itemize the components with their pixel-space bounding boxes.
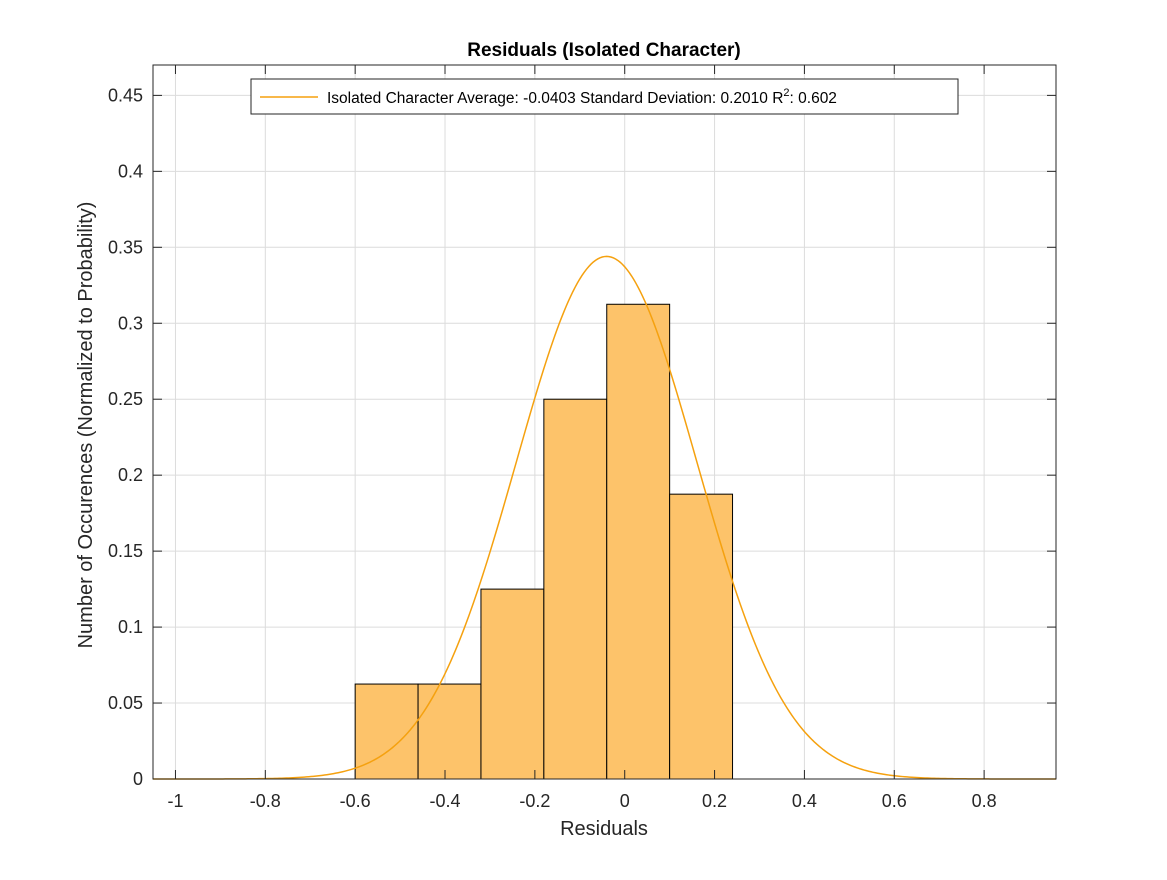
- x-axis-title: Residuals: [560, 818, 648, 840]
- y-tick-label: 0.35: [108, 237, 143, 257]
- legend-text-main: Isolated Character Average: -0.0403 Stan…: [327, 90, 783, 107]
- x-tick-label: -0.6: [340, 791, 371, 811]
- y-tick-label: 0: [133, 769, 143, 789]
- fit-curve: [153, 255, 1056, 780]
- chart-title: Residuals (Isolated Character): [467, 40, 740, 61]
- x-tick-label: -0.2: [519, 791, 550, 811]
- histogram-bar: [417, 683, 482, 780]
- axis-ticks: [153, 65, 1056, 780]
- y-tick-labels: 0 0.05 0.1 0.15 0.2 0.25 0.3 0.35 0.4 0.45: [108, 85, 143, 789]
- x-tick-label: 0.4: [792, 791, 817, 811]
- x-tick-label: 0.2: [702, 791, 727, 811]
- x-tick-label: 0.6: [882, 791, 907, 811]
- y-tick-label: 0.25: [108, 389, 143, 409]
- legend-text-superscript: 2: [783, 87, 789, 99]
- histogram-bar: [669, 493, 734, 780]
- x-tick-label: -0.4: [429, 791, 460, 811]
- histogram-bar: [543, 398, 608, 780]
- histogram-bar: [354, 683, 419, 780]
- y-tick-label: 0.45: [108, 85, 143, 105]
- histogram-bars: [354, 303, 734, 780]
- legend-text-suffix: : 0.602: [790, 90, 837, 107]
- x-tick-label: -1: [167, 791, 183, 811]
- y-tick-label: 0.4: [118, 161, 143, 181]
- y-tick-label: 0.05: [108, 693, 143, 713]
- histogram-bar: [606, 303, 671, 780]
- legend-box: [250, 78, 959, 115]
- legend: Isolated Character Average: -0.0403 Stan…: [250, 78, 959, 115]
- y-tick-label: 0.1: [118, 617, 143, 637]
- y-tick-label: 0.2: [118, 465, 143, 485]
- histogram-bar: [480, 588, 545, 780]
- fit-curve-group: [153, 255, 1056, 780]
- x-tick-label: 0: [620, 791, 630, 811]
- y-tick-label: 0.15: [108, 541, 143, 561]
- legend-text: Isolated Character Average: -0.0403 Stan…: [327, 87, 837, 107]
- x-tick-label: -0.8: [250, 791, 281, 811]
- axes-box: [152, 64, 1057, 780]
- x-tick-label: 0.8: [972, 791, 997, 811]
- y-axis-title: Number of Occurences (Normalized to Prob…: [75, 202, 97, 649]
- y-tick-label: 0.3: [118, 313, 143, 333]
- x-tick-labels: -1 -0.8 -0.6 -0.4 -0.2 0 0.2 0.4 0.6 0.8: [167, 791, 996, 811]
